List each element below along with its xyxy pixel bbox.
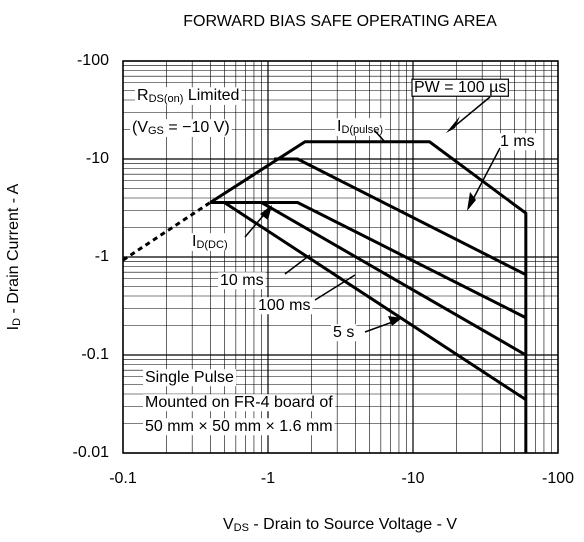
y-axis-label-part: I xyxy=(5,326,22,330)
soa-line xyxy=(260,201,527,357)
x-tick-label: -1 xyxy=(261,470,275,487)
annotation-bg xyxy=(190,233,230,251)
annotation-bg xyxy=(135,87,242,105)
annotation-bg xyxy=(498,133,537,151)
annotation-bg xyxy=(143,418,335,436)
annotation: ID(DC) xyxy=(192,233,228,251)
annotation-part: 50 mm × 50 mm × 1.6 mm xyxy=(145,418,333,435)
annotation-bg xyxy=(143,394,336,412)
annotation: PW = 100 µs xyxy=(414,79,506,96)
annotation-bg xyxy=(256,297,313,315)
plot xyxy=(122,140,528,453)
soa-line xyxy=(274,157,527,277)
annotation: 1 ms xyxy=(500,133,535,150)
annotation-part: 1 ms xyxy=(500,133,535,150)
soa-line xyxy=(210,200,527,320)
annotation-part: (V xyxy=(132,119,148,136)
annotations: RDS(on) Limited (VGS = −10 V) PW = 100 µs I… xyxy=(130,78,537,436)
annotation-bg xyxy=(335,118,386,136)
annotation-part: GS xyxy=(148,125,164,137)
annotation-bg xyxy=(218,272,266,290)
annotation: ID(pulse) xyxy=(337,118,383,136)
arrowhead xyxy=(260,205,272,220)
y-tick-label: -0.1 xyxy=(81,346,109,363)
x-tick-label: -0.1 xyxy=(109,470,137,487)
x-tick-label: -10 xyxy=(401,470,424,487)
y-tick-label: -100 xyxy=(77,52,109,69)
annotation: 5 s xyxy=(333,324,354,341)
annotation-part: = −10 V) xyxy=(164,119,230,136)
soa-line xyxy=(223,201,527,401)
arrowhead xyxy=(446,116,460,133)
annotation-bg xyxy=(411,78,509,97)
arrow xyxy=(449,96,491,131)
chart-title: FORWARD BIAS SAFE OPERATING AREA xyxy=(183,13,497,30)
annotation-bg xyxy=(331,324,357,342)
annotation-part: PW = 100 µs xyxy=(414,79,506,96)
arrow xyxy=(374,130,386,143)
plot-frame xyxy=(122,60,559,454)
x-tick-label: -100 xyxy=(542,470,574,487)
annotation: 100 ms xyxy=(258,297,310,314)
annotation: RDS(on) Limited xyxy=(137,87,239,105)
annotation-bg xyxy=(130,119,232,137)
y-tick-label: -0.01 xyxy=(73,444,110,461)
annotation-part: 5 s xyxy=(333,324,354,341)
x-axis-label: VDS - Drain to Source Voltage - V xyxy=(223,516,457,534)
annotation: (VGS = −10 V) xyxy=(132,119,230,137)
annotation: Single Pulse xyxy=(145,369,234,386)
annotation-part: Single Pulse xyxy=(145,369,234,386)
annotation-part: D(DC) xyxy=(196,239,227,251)
annotation-part: Limited xyxy=(183,87,239,104)
annotation-bg xyxy=(143,369,237,387)
annotation-part: DS(on) xyxy=(149,93,184,105)
annotation-part: 10 ms xyxy=(220,272,264,289)
annotation-part: R xyxy=(137,87,149,104)
arrowheads xyxy=(260,116,476,326)
arrowhead xyxy=(467,192,476,211)
x-axis-label-part: V xyxy=(223,516,234,533)
y-tick-label: -1 xyxy=(95,248,109,265)
y-tick-label: -10 xyxy=(86,150,109,167)
y-axis-label-part: - Drain Current - A xyxy=(5,183,22,318)
annotation-part: D(pulse) xyxy=(341,124,383,136)
arrow xyxy=(284,254,311,275)
annotation-part: I xyxy=(337,118,341,135)
annotation: Mounted on FR-4 board of xyxy=(145,394,333,411)
arrows xyxy=(244,96,501,333)
annotation-part: Mounted on FR-4 board of xyxy=(145,394,333,411)
annotation: 10 ms xyxy=(220,272,264,289)
y-axis-label: ID - Drain Current - A xyxy=(5,183,23,330)
annotation-part: I xyxy=(192,233,196,250)
arrow xyxy=(314,274,356,301)
x-axis-label-part: - Drain to Source Voltage - V xyxy=(249,516,457,533)
y-axis-label-part: D xyxy=(11,318,23,326)
annotation: 50 mm × 50 mm × 1.6 mm xyxy=(145,418,333,435)
arrow xyxy=(469,147,501,206)
soa-line xyxy=(209,140,528,453)
arrowhead xyxy=(388,316,402,326)
x-axis-label-part: DS xyxy=(234,522,249,534)
annotation-part: 100 ms xyxy=(258,297,310,314)
